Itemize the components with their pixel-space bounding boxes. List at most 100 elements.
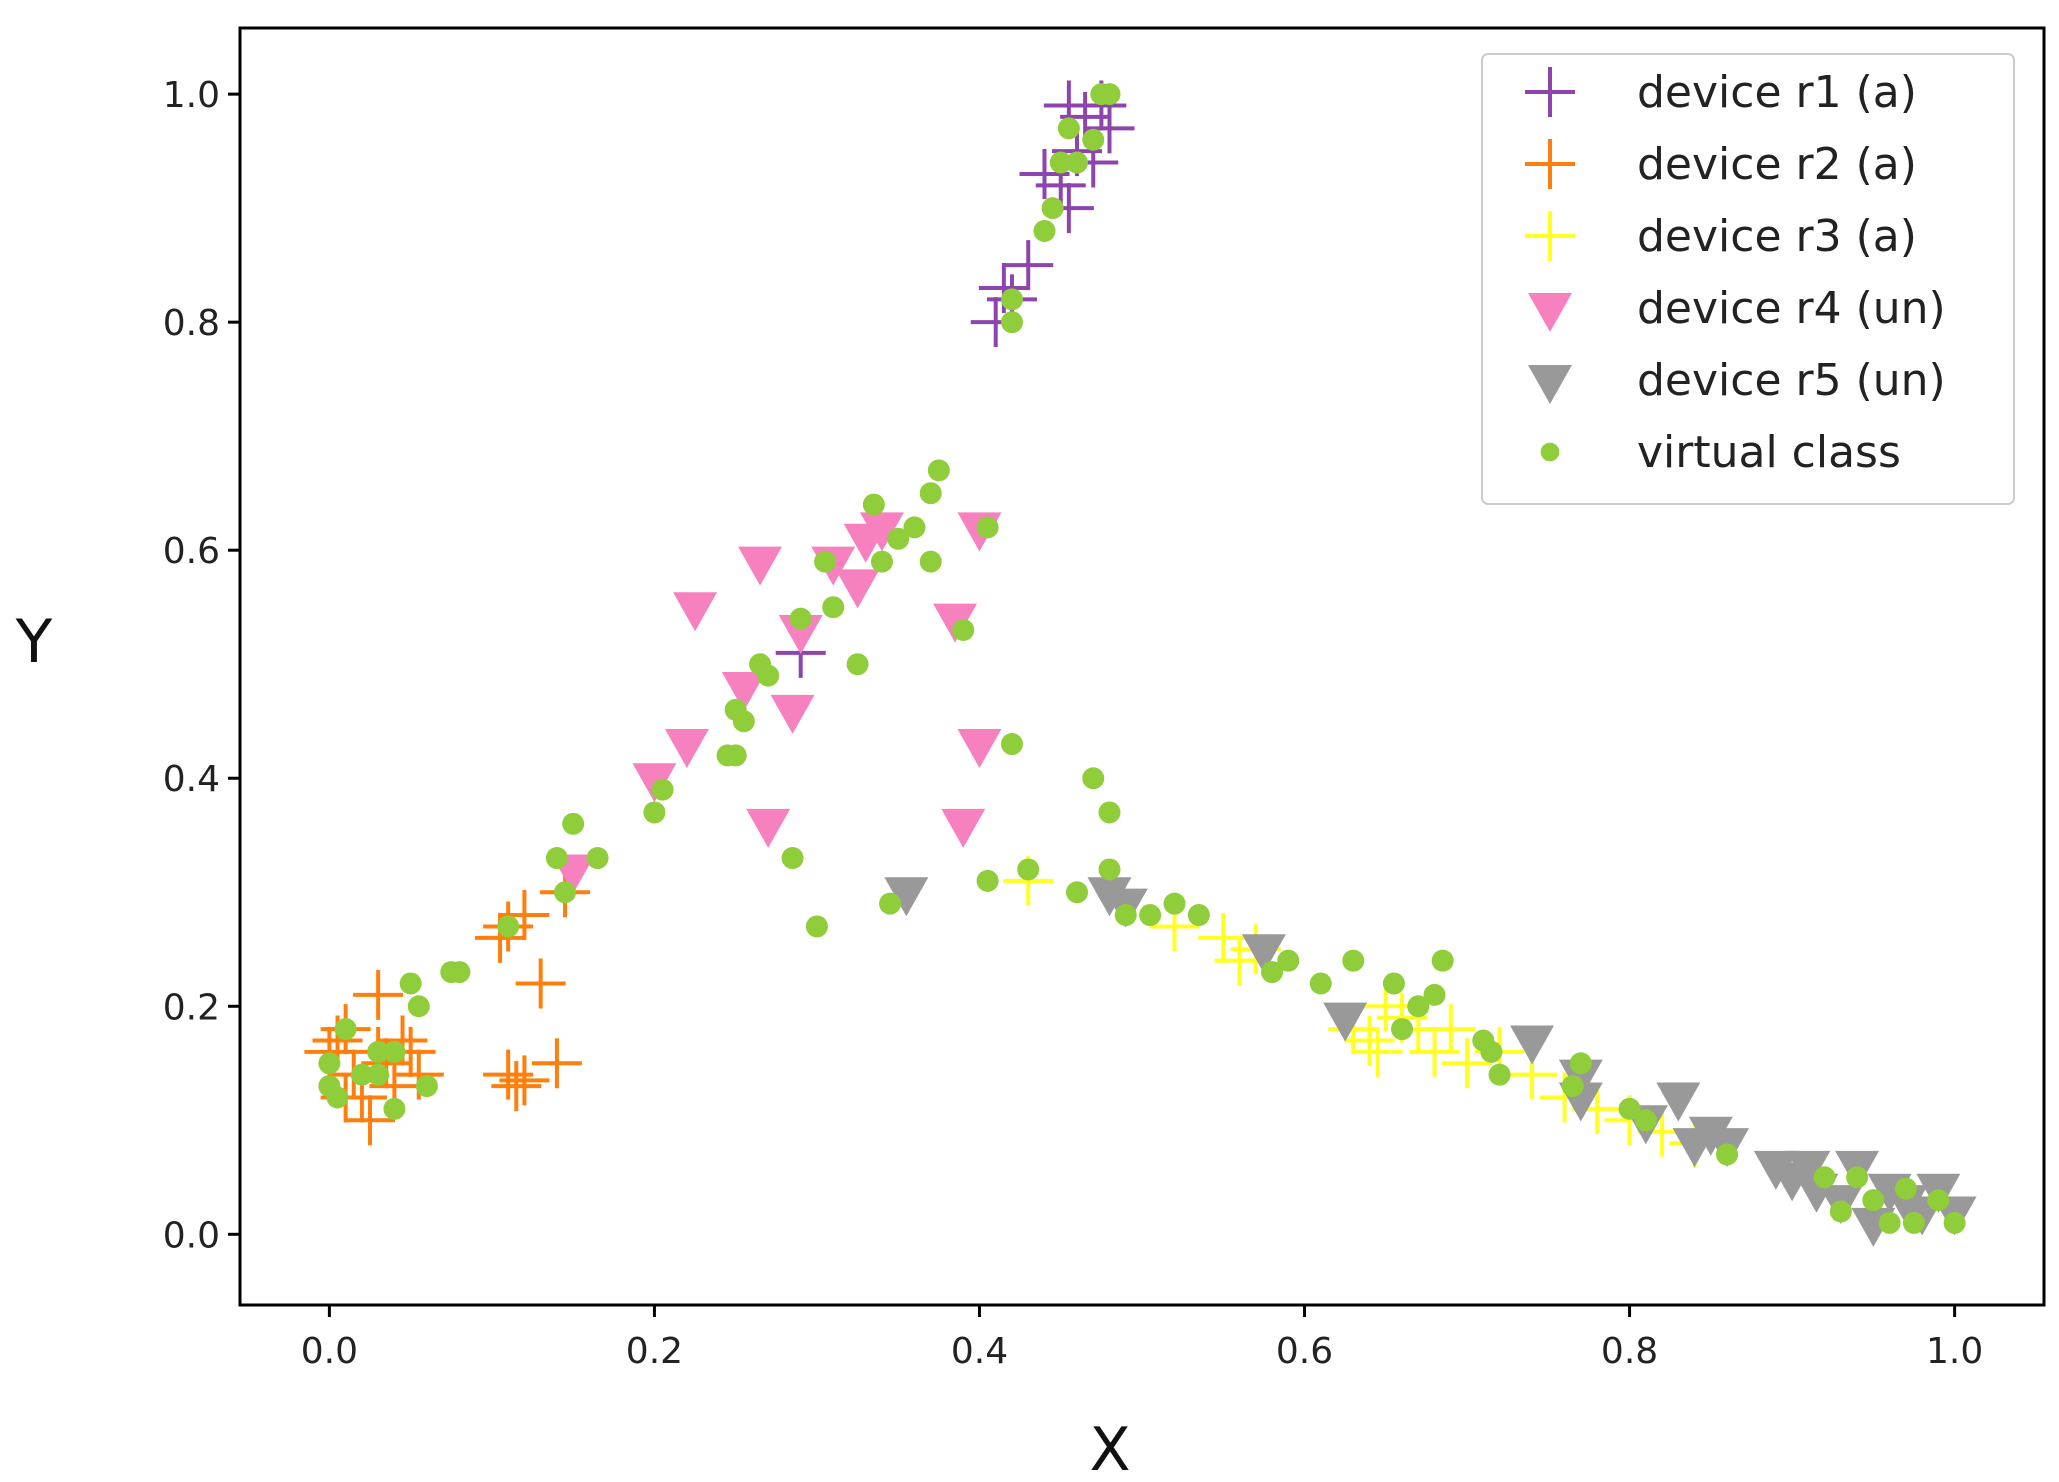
data-point (957, 729, 1002, 769)
data-point (350, 1063, 373, 1086)
data-point (1057, 117, 1080, 140)
data-point (1003, 240, 1054, 291)
legend-box (1481, 53, 2015, 505)
data-point (326, 1086, 349, 1109)
data-point (1139, 904, 1162, 927)
data-point (778, 615, 823, 655)
data-point (1423, 983, 1446, 1006)
x-axis-label: X (1089, 1415, 1130, 1482)
legend-marker (1540, 442, 1560, 462)
data-point (789, 607, 812, 630)
data-point (870, 550, 893, 573)
legend-label: device r2 (a) (1637, 139, 1917, 190)
data-point (822, 596, 845, 619)
plot-marks (304, 80, 1977, 1247)
legend-item-device-r5-un: device r5 (un) (1528, 355, 1946, 406)
data-point (1510, 1025, 1555, 1065)
data-point (1033, 219, 1056, 242)
data-point (1894, 1177, 1917, 1200)
data-point (919, 550, 942, 573)
legend-item-virtual-class: virtual class (1540, 427, 1901, 478)
legend-label: device r5 (un) (1637, 355, 1946, 406)
data-point (862, 493, 885, 516)
data-point (1634, 1109, 1657, 1132)
data-point (1846, 1166, 1869, 1189)
data-point (976, 869, 999, 892)
data-point (976, 516, 999, 539)
data-point (1065, 151, 1088, 174)
data-point (383, 1040, 406, 1063)
x-tick-label: 0.2 (626, 1331, 683, 1372)
data-point (738, 546, 783, 586)
data-point (941, 808, 986, 848)
data-point (1480, 1040, 1503, 1063)
data-point (1163, 892, 1186, 915)
data-point (1017, 858, 1040, 881)
data-point (586, 847, 609, 870)
data-point (1098, 801, 1121, 824)
data-point (1943, 1211, 1966, 1234)
data-point (903, 516, 926, 539)
data-point (770, 694, 815, 734)
data-point (835, 569, 880, 609)
legend-marker (1525, 67, 1575, 117)
data-point (499, 1055, 550, 1106)
data-point (415, 1075, 438, 1098)
data-point (545, 847, 568, 870)
data-point (757, 664, 780, 687)
data-point (334, 1018, 357, 1041)
data-point (1342, 949, 1365, 972)
data-point (781, 847, 804, 870)
data-point (1049, 151, 1072, 174)
data-point (805, 915, 828, 938)
data-point (499, 890, 550, 941)
data-point (367, 1040, 390, 1063)
data-point (1065, 881, 1088, 904)
data-point (399, 972, 422, 995)
data-point (1214, 935, 1265, 986)
data-point (1488, 1063, 1511, 1086)
data-point (448, 961, 471, 984)
data-point (1382, 972, 1405, 995)
data-point (1352, 1026, 1403, 1077)
y-tick-label: 0.0 (163, 1215, 220, 1256)
data-point (1442, 1038, 1493, 1089)
data-point (515, 958, 566, 1009)
data-point (887, 527, 910, 550)
y-tick-label: 0.8 (163, 303, 220, 344)
data-point (1344, 1015, 1395, 1066)
data-point (927, 459, 950, 482)
data-point (1569, 1052, 1592, 1075)
legend-marker (1528, 365, 1572, 404)
x-tick-label: 0.6 (1276, 1331, 1333, 1372)
legend-item-device-r3-a: device r3 (a) (1525, 211, 1917, 262)
data-point (491, 1061, 542, 1112)
legend-item-device-r4-un: device r4 (un) (1528, 283, 1946, 334)
legend-item-device-r2-a: device r2 (a) (1525, 139, 1917, 190)
data-point (1927, 1189, 1950, 1212)
x-tick-label: 0.4 (951, 1331, 1008, 1372)
legend: device r1 (a) device r2 (a) device r3 (a) d… (1481, 53, 2015, 505)
y-tick-label: 0.2 (163, 987, 220, 1028)
data-point (497, 915, 520, 938)
data-point (1000, 311, 1023, 334)
data-point (318, 1052, 341, 1075)
y-tick-label: 1.0 (163, 75, 220, 116)
data-point (859, 512, 904, 552)
data-point (1829, 1200, 1852, 1223)
data-point (345, 1095, 396, 1146)
data-point (884, 877, 929, 917)
data-point (383, 1097, 406, 1120)
data-point (353, 969, 404, 1020)
data-point (732, 710, 755, 733)
data-point (1786, 1150, 1831, 1190)
x-tick-label: 0.8 (1601, 1331, 1658, 1372)
data-point (1431, 949, 1454, 972)
data-point (1098, 858, 1121, 881)
data-point (1561, 1075, 1584, 1098)
data-point (1618, 1097, 1641, 1120)
data-point (1187, 904, 1210, 927)
data-point (1041, 197, 1064, 220)
data-point (1716, 1143, 1739, 1166)
